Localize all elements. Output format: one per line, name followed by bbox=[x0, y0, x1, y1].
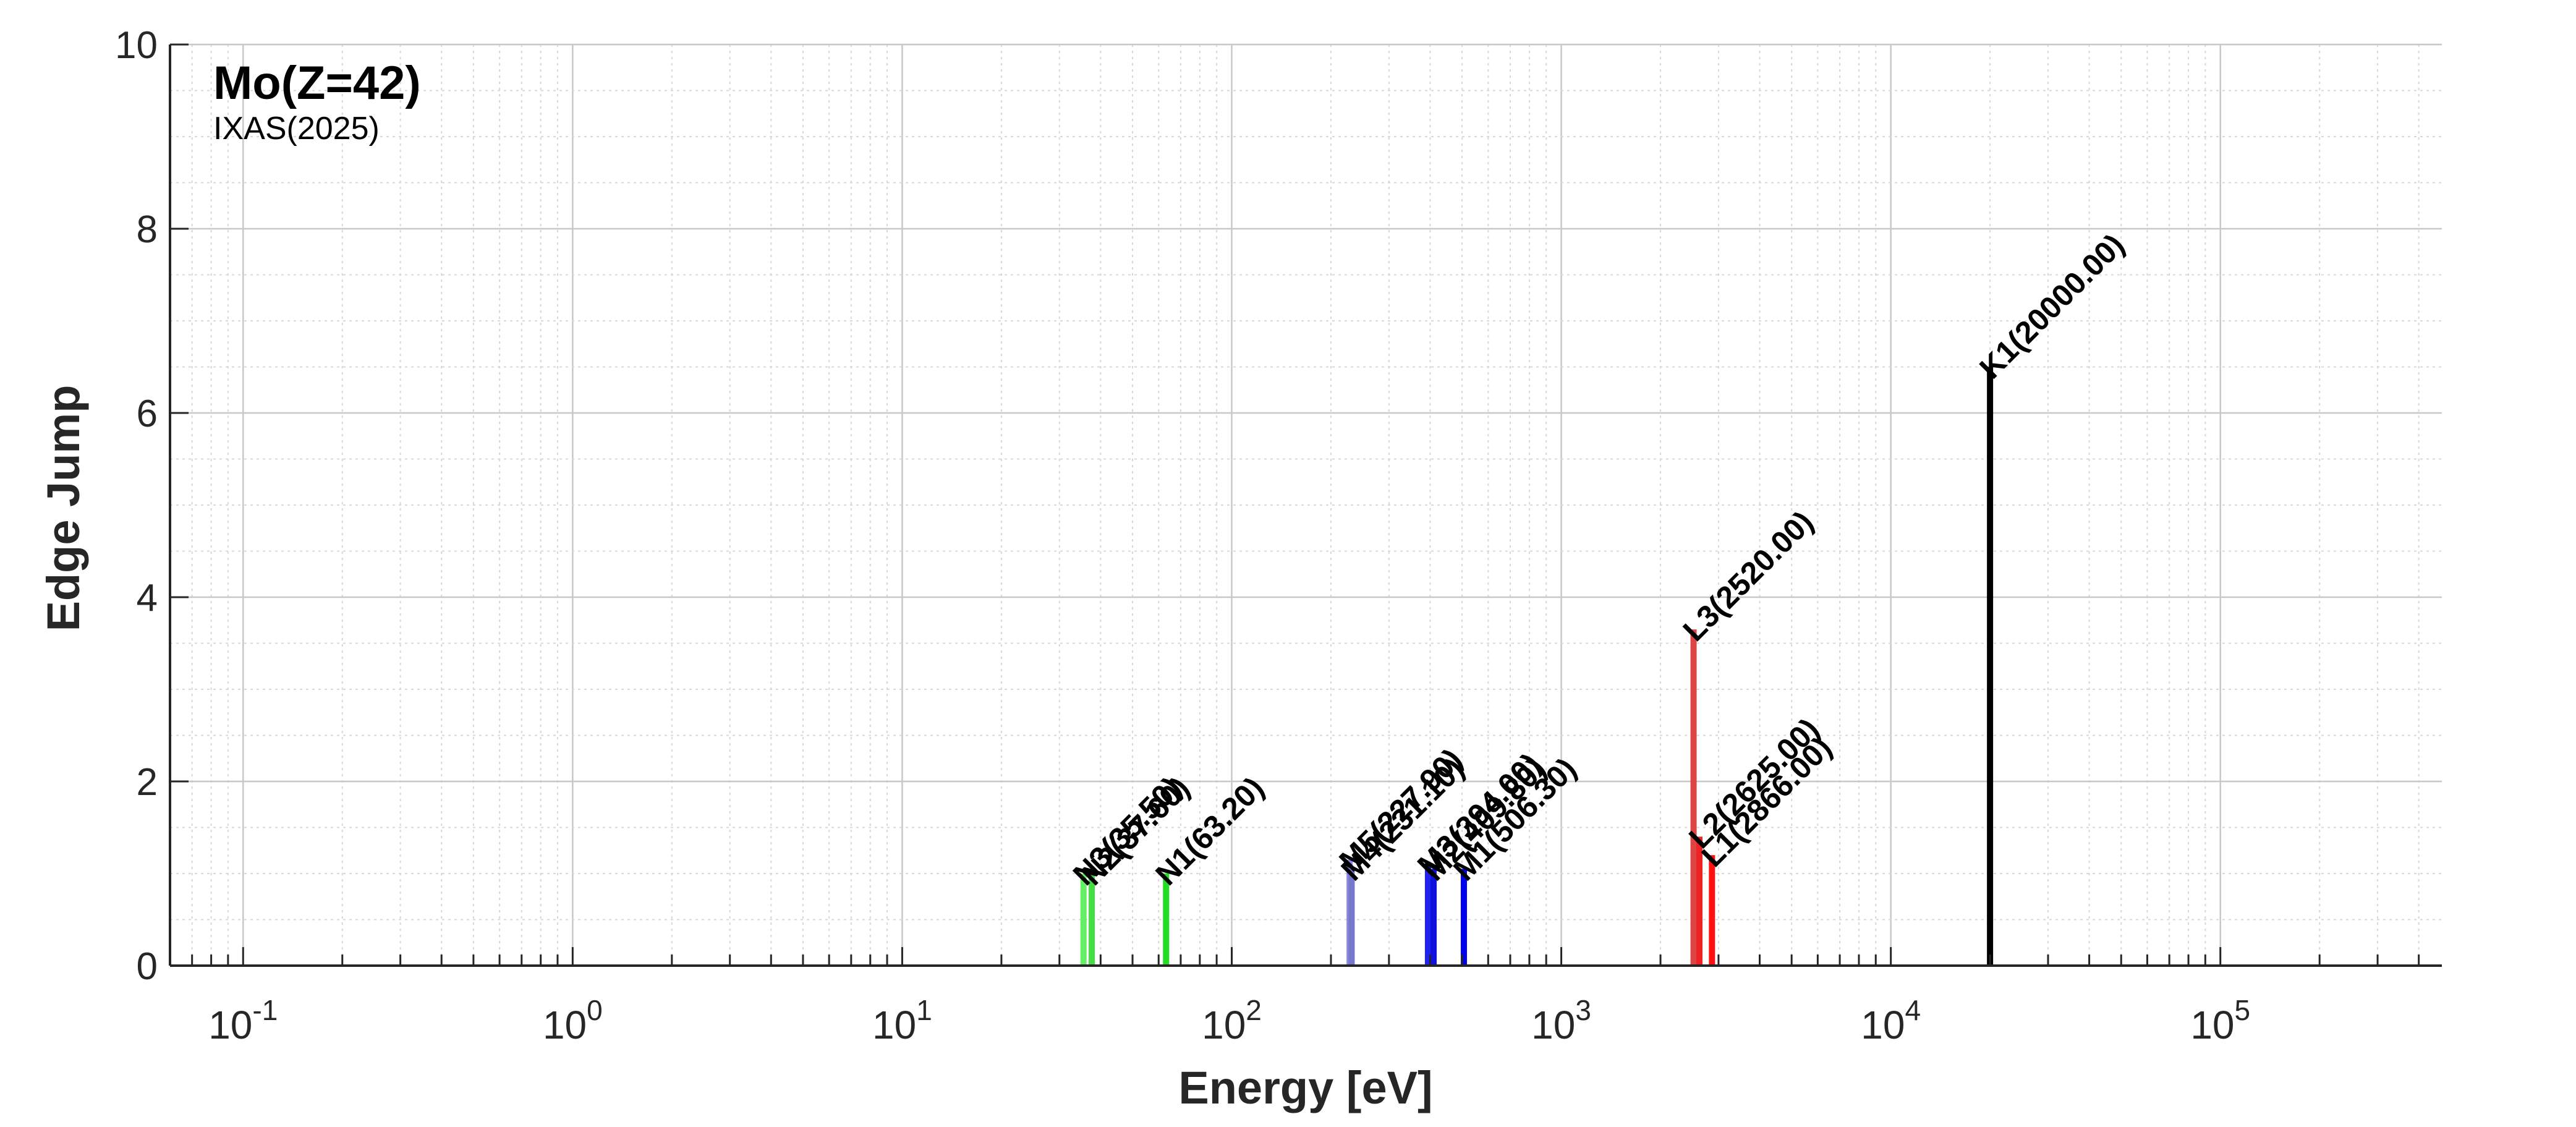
x-tick-label: 104 bbox=[1861, 994, 1921, 1047]
edge-bars bbox=[1080, 367, 1994, 966]
x-tick-label: 10-1 bbox=[208, 994, 278, 1047]
axes bbox=[169, 43, 2442, 967]
y-tick-label: 2 bbox=[137, 761, 158, 804]
y-tick-label: 10 bbox=[115, 24, 158, 67]
x-tick-label: 105 bbox=[2190, 994, 2250, 1047]
x-tick-label: 101 bbox=[872, 994, 932, 1047]
y-axis-label: Edge Jump bbox=[38, 385, 89, 632]
grid bbox=[169, 43, 2442, 967]
x-tick-labels: 10-1 100 101 102 103 104 105 bbox=[208, 994, 2250, 1047]
x-tick-label: 103 bbox=[1531, 994, 1591, 1047]
x-axis-label: Energy [eV] bbox=[1178, 1062, 1432, 1113]
y-tick-label: 4 bbox=[137, 577, 158, 619]
chart-title: Mo(Z=42) bbox=[213, 57, 421, 109]
y-tick-label: 8 bbox=[137, 208, 158, 251]
chart-subtitle: IXAS(2025) bbox=[213, 111, 380, 147]
y-tick-label: 6 bbox=[137, 393, 158, 435]
x-tick-label: 102 bbox=[1202, 994, 1262, 1047]
y-tick-label: 0 bbox=[137, 945, 158, 988]
x-tick-label: 100 bbox=[543, 994, 603, 1047]
y-tick-labels: 0 2 4 6 8 10 bbox=[115, 24, 158, 988]
